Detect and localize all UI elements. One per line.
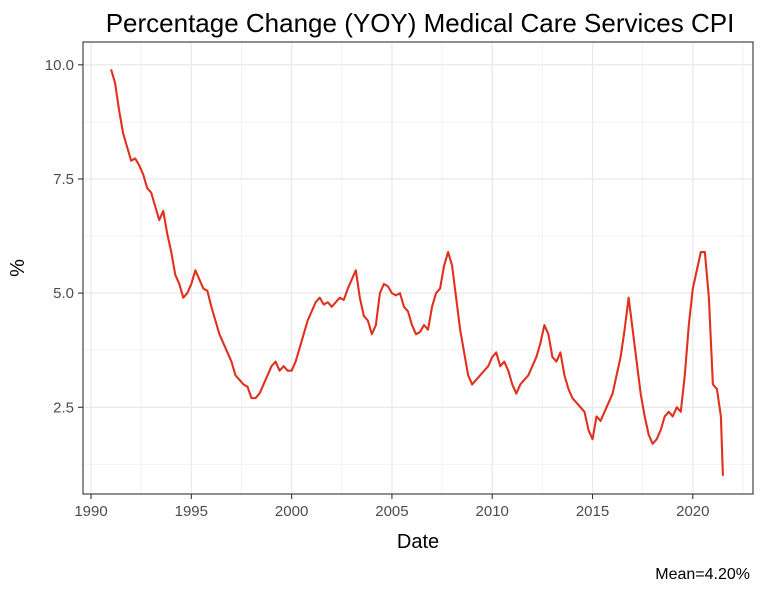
plot-border: [82, 41, 754, 495]
y-tick-label: 10.0: [45, 57, 74, 74]
x-tick-label: 2015: [576, 503, 609, 520]
minor-gridlines: [83, 42, 753, 494]
x-axis-title: Date: [397, 531, 439, 553]
x-axis: 1990 1995 2000 2005 2010 2015 2020: [74, 494, 710, 520]
caption-mean: Mean=4.20%: [655, 566, 750, 583]
x-tick-label: 2000: [275, 503, 308, 520]
x-tick-label: 1995: [175, 503, 208, 520]
chart-title: Percentage Change (YOY) Medical Care Ser…: [106, 8, 735, 38]
y-tick-label: 5.0: [53, 285, 74, 302]
y-tick-label: 7.5: [53, 171, 74, 188]
plot-panel: [83, 42, 753, 494]
x-tick-label: 2010: [476, 503, 509, 520]
x-tick-label: 2020: [676, 503, 709, 520]
x-tick-label: 2005: [375, 503, 408, 520]
y-axis: 2.5 5.0 7.5 10.0: [45, 57, 83, 416]
x-tick-label: 1990: [74, 503, 107, 520]
series-line: [110, 69, 724, 476]
major-gridlines: [83, 42, 753, 494]
y-tick-label: 2.5: [53, 399, 74, 416]
y-axis-title: %: [7, 259, 29, 277]
